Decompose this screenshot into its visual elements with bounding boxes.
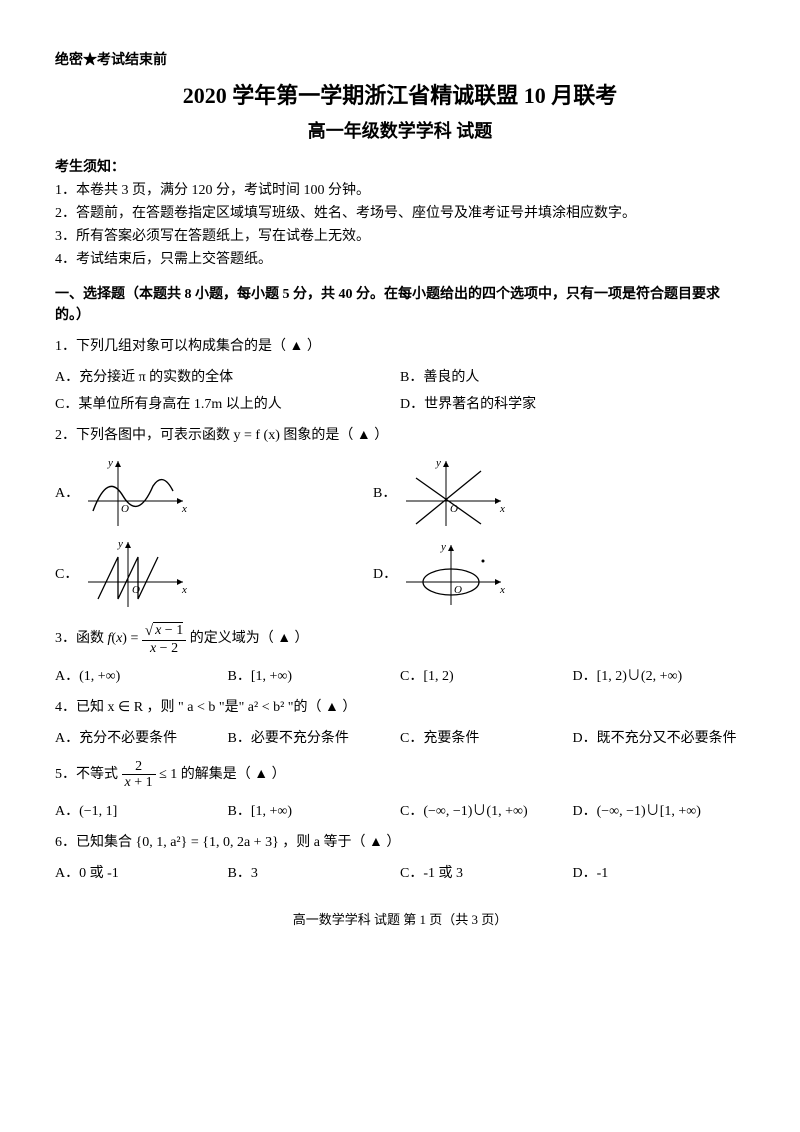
q5-fraction: 2 x + 1 <box>122 759 156 791</box>
q1-option-d: D．世界著名的科学家 <box>400 394 745 415</box>
instructions-header: 考生须知： <box>55 157 745 178</box>
instruction-4: 4．考试结束后，只需上交答题纸。 <box>55 249 745 270</box>
svg-text:y: y <box>435 457 441 469</box>
instruction-1: 1．本卷共 3 页，满分 120 分，考试时间 100 分钟。 <box>55 180 745 201</box>
svg-text:O: O <box>132 584 140 596</box>
question-3-options: A．(1, +∞) B．[1, +∞) C．[1, 2) D．[1, 2)∪(2… <box>55 666 745 687</box>
svg-text:x: x <box>499 503 505 515</box>
svg-text:y: y <box>440 541 446 553</box>
q2-label-b: B． <box>373 483 401 504</box>
q3-stem-post: 的定义域为（ ▲ ） <box>190 631 309 646</box>
q5-stem-post: ≤ 1 的解集是（ ▲ ） <box>159 767 286 782</box>
q6-option-a: A．0 或 -1 <box>55 863 228 884</box>
q1-option-a: A．充分接近 π 的实数的全体 <box>55 367 400 388</box>
svg-text:x: x <box>181 584 187 596</box>
q2-label-a: A． <box>55 483 83 504</box>
q2-graph-c: y O x <box>83 537 193 612</box>
q4-option-a: A．充分不必要条件 <box>55 728 228 749</box>
question-5-stem: 5．不等式 2 x + 1 ≤ 1 的解集是（ ▲ ） <box>55 759 745 791</box>
confidential-note: 绝密★考试结束前 <box>55 50 745 71</box>
q5-option-d: D．(−∞, −1)∪[1, +∞) <box>573 801 746 822</box>
q2-graph-a: y O x <box>83 456 193 531</box>
q6-option-c: C．-1 或 3 <box>400 863 573 884</box>
q2-label-d: D． <box>373 564 401 585</box>
instruction-2: 2．答题前，在答题卷指定区域填写班级、姓名、考场号、座位号及准考证号并填涂相应数… <box>55 203 745 224</box>
q3-option-c: C．[1, 2) <box>400 666 573 687</box>
q4-option-c: C．充要条件 <box>400 728 573 749</box>
svg-text:x: x <box>499 584 505 596</box>
exam-title: 2020 学年第一学期浙江省精诚联盟 10 月联考 <box>55 79 745 112</box>
exam-subtitle: 高一年级数学学科 试题 <box>55 118 745 145</box>
instruction-3: 3．所有答案必须写在答题纸上，写在试卷上无效。 <box>55 226 745 247</box>
question-1-stem: 1．下列几组对象可以构成集合的是（ ▲ ） <box>55 336 745 357</box>
section-1-header: 一、选择题（本题共 8 小题，每小题 5 分，共 40 分。在每小题给出的四个选… <box>55 284 745 326</box>
svg-text:x: x <box>181 503 187 515</box>
q3-option-d: D．[1, 2)∪(2, +∞) <box>573 666 746 687</box>
question-4-options: A．充分不必要条件 B．必要不充分条件 C．充要条件 D．既不充分又不必要条件 <box>55 728 745 749</box>
question-2-stem: 2．下列各图中，可表示函数 y = f (x) 图象的是（ ▲ ） <box>55 425 745 446</box>
q1-option-b: B．善良的人 <box>400 367 745 388</box>
svg-text:O: O <box>121 503 129 515</box>
q2-label-c: C． <box>55 564 83 585</box>
q1-option-c: C．某单位所有身高在 1.7m 以上的人 <box>55 394 400 415</box>
q3-fraction: √x − 1 x − 2 <box>142 622 186 656</box>
svg-text:y: y <box>107 457 113 469</box>
page-footer: 高一数学学科 试题 第 1 页（共 3 页） <box>55 910 745 930</box>
q4-option-b: B．必要不充分条件 <box>228 728 401 749</box>
question-3-stem: 3．函数 f(x) = √x − 1 x − 2 的定义域为（ ▲ ） <box>55 622 745 656</box>
question-6-options: A．0 或 -1 B．3 C．-1 或 3 D．-1 <box>55 863 745 884</box>
question-4-stem: 4．已知 x ∈ R ，则 " a < b "是" a² < b² "的（ ▲ … <box>55 697 745 718</box>
q5-stem-pre: 5．不等式 <box>55 767 122 782</box>
svg-text:y: y <box>117 538 123 550</box>
question-1-options-row2: C．某单位所有身高在 1.7m 以上的人 D．世界著名的科学家 <box>55 394 745 415</box>
q2-graph-d: y O x <box>401 537 511 612</box>
q5-option-a: A．(−1, 1] <box>55 801 228 822</box>
q2-graphs-row1: A． y O x B． y O x <box>55 456 745 531</box>
q6-option-b: B．3 <box>228 863 401 884</box>
q5-option-c: C．(−∞, −1)∪(1, +∞) <box>400 801 573 822</box>
q3-stem-pre: 3．函数 <box>55 631 108 646</box>
question-1-options-row1: A．充分接近 π 的实数的全体 B．善良的人 <box>55 367 745 388</box>
q6-option-d: D．-1 <box>573 863 746 884</box>
q4-option-d: D．既不充分又不必要条件 <box>573 728 746 749</box>
q2-graph-b: y O x <box>401 456 511 531</box>
q2-graphs-row2: C． y O x D． y O x <box>55 537 745 612</box>
question-6-stem: 6．已知集合 {0, 1, a²} = {1, 0, 2a + 3} ，则 a … <box>55 832 745 853</box>
q5-option-b: B．[1, +∞) <box>228 801 401 822</box>
q3-option-b: B．[1, +∞) <box>228 666 401 687</box>
question-5-options: A．(−1, 1] B．[1, +∞) C．(−∞, −1)∪(1, +∞) D… <box>55 801 745 822</box>
q3-option-a: A．(1, +∞) <box>55 666 228 687</box>
